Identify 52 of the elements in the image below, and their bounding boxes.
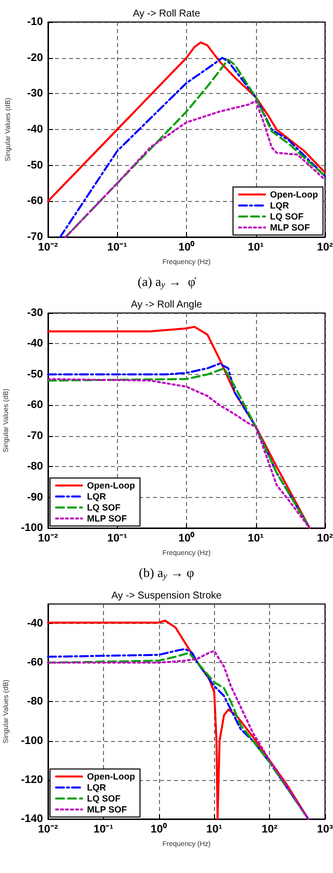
legend-label: MLP SOF [270,222,310,232]
chart-title: Ay -> Roll Angle [130,300,203,310]
x-tick-label: 10¹ [248,242,264,254]
y-tick-label: -70 [27,430,43,442]
y-tick-label: -50 [27,159,43,172]
legend-label: LQR [270,200,290,210]
x-tick-label: 10² [317,532,333,544]
x-tick-label: 10² [262,824,278,836]
y-tick-label: -90 [27,491,43,504]
y-tick-label: -50 [27,368,43,380]
x-tick-label: 10² [317,242,333,254]
y-tick-label: -100 [20,522,43,534]
x-tick-label: 10⁻² [38,532,58,544]
y-tick-label: -100 [20,734,43,747]
legend-label: LQ SOF [270,212,304,222]
y-tick-label: -40 [27,618,43,630]
legend-label: Open-Loop [87,772,136,782]
y-tick-label: -20 [27,52,43,64]
x-tick-label: 10⁻² [38,824,58,836]
x-tick-label: 10¹ [206,824,222,836]
y-tick-label: -70 [27,231,43,243]
chart-title: Ay -> Suspension Stroke [111,590,222,602]
y-tick-label: -60 [27,399,43,412]
x-tick-label: 10⁻² [38,242,58,254]
y-tick-label: -60 [27,656,43,669]
x-tick-label: 10⁻¹ [107,532,128,544]
y-tick-label: -30 [27,88,43,100]
legend-label: Open-Loop [87,480,136,490]
x-tick-label: 10⁻¹ [107,242,128,254]
legend-label: LQR [87,782,106,792]
legend-label: MLP SOF [87,514,128,524]
x-tick-label: 10⁻¹ [93,824,114,836]
x-tick-label: 10⁰ [178,240,195,254]
y-tick-label: -10 [27,16,43,28]
y-tick-label: -140 [20,813,43,825]
x-tick-label: 10³ [317,824,333,836]
chart-title: Ay -> Roll Rate [132,8,201,20]
x-tick-label: 10⁰ [150,822,167,836]
legend-label: Open-Loop [270,190,318,200]
legend-label: LQ SOF [87,502,121,512]
legend-label: LQ SOF [87,794,121,804]
legend-label: LQR [87,492,106,502]
y-tick-label: -80 [27,696,43,708]
legend-label: MLP SOF [87,804,128,814]
y-tick-label: -40 [27,124,43,136]
y-tick-label: -40 [27,338,43,350]
y-tick-label: -120 [20,774,43,786]
x-tick-label: 10¹ [248,532,264,544]
y-tick-label: -60 [27,195,43,208]
y-tick-label: -30 [27,307,43,319]
x-tick-label: 10⁰ [178,532,195,544]
y-tick-label: -80 [27,460,43,473]
